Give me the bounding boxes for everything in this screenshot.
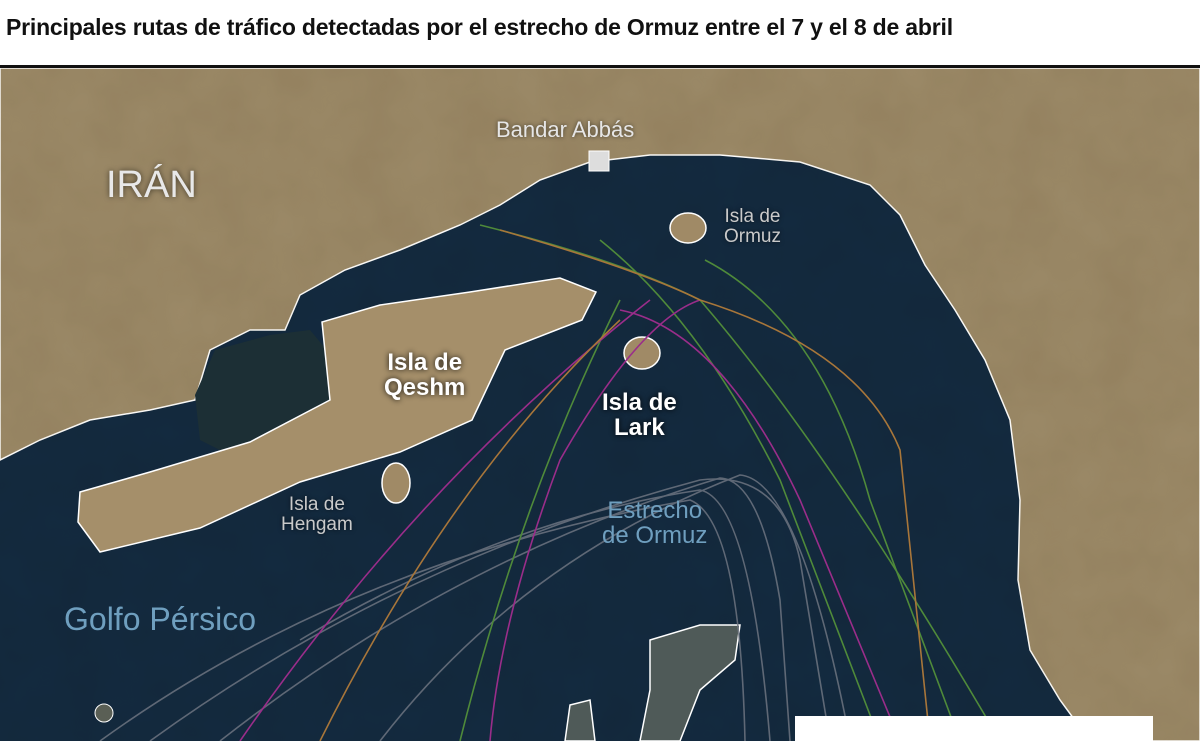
qeshm-island	[77, 277, 598, 553]
hengam-island	[381, 462, 411, 504]
route-green	[459, 299, 621, 741]
label-line: Isla de	[602, 389, 677, 416]
shipping-routes	[99, 224, 1001, 741]
label-line: de Ormuz	[602, 522, 708, 550]
label-line: Isla de	[724, 206, 781, 227]
legend-box	[795, 716, 1153, 741]
label-line: Hengam	[281, 513, 353, 535]
label-ormuz-island: Isla de Ormuz	[724, 207, 781, 247]
route-grey	[379, 474, 851, 741]
label-line: Ormuz	[724, 225, 781, 247]
label-iran: IRÁN	[106, 164, 197, 206]
map	[0, 68, 1200, 741]
route-orange	[499, 229, 931, 741]
route-grey	[99, 499, 746, 741]
route-magenta	[489, 299, 701, 741]
route-grey	[299, 489, 771, 741]
label-gulf: Golfo Pérsico	[64, 601, 257, 637]
map-title: Principales rutas de tráfico detectadas …	[6, 14, 953, 40]
route-green	[704, 259, 961, 741]
route-grey	[219, 477, 791, 741]
route-magenta	[619, 309, 901, 741]
label-lark: Isla de Lark	[602, 389, 677, 442]
label-strait: Estrecho de Ormuz	[602, 497, 708, 550]
label-line: Qeshm	[384, 374, 466, 402]
title-divider	[0, 65, 1200, 68]
route-orange	[319, 319, 621, 741]
small-islet	[94, 703, 114, 723]
southern-islands	[564, 624, 741, 741]
hormuz-island	[669, 212, 707, 244]
label-bandar-abbas: Bandar Abbás	[496, 117, 635, 142]
route-green	[479, 224, 1001, 741]
label-line: Estrecho	[607, 497, 703, 524]
label-line: Isla de	[387, 349, 463, 376]
city-marker	[588, 150, 610, 172]
route-green	[599, 239, 881, 741]
label-line: Isla de	[288, 494, 345, 515]
label-hengam: Isla de Hengam	[281, 495, 353, 535]
label-qeshm: Isla de Qeshm	[384, 349, 466, 402]
lark-island	[623, 336, 661, 370]
label-line: Lark	[614, 414, 665, 442]
